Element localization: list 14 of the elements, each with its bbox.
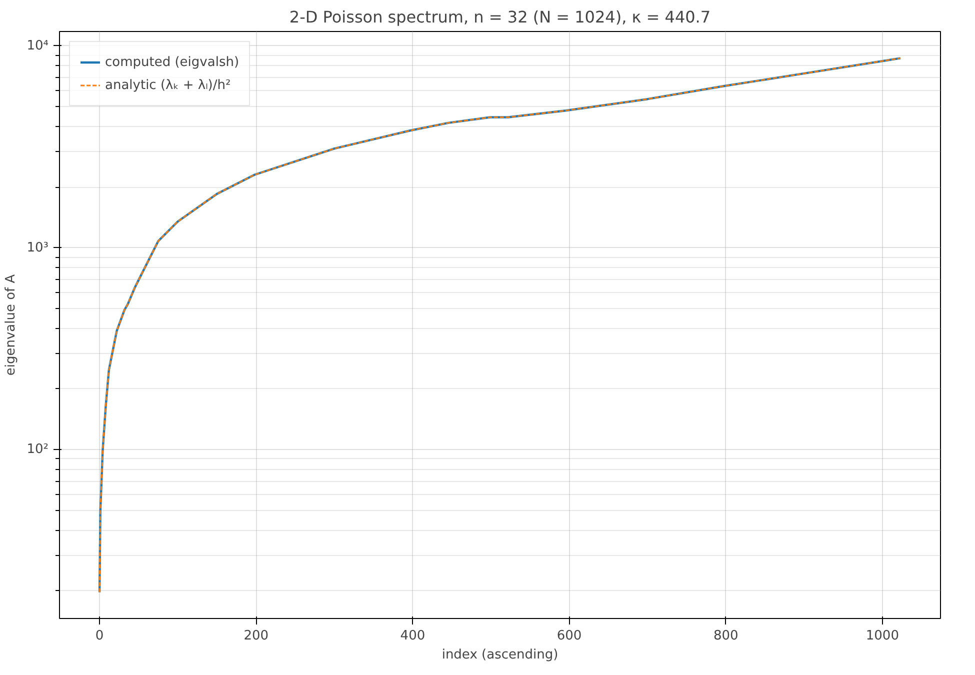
y-tick-label: 10² (26, 442, 49, 458)
x-tick-label: 0 (95, 628, 104, 644)
x-tick-label: 400 (400, 628, 426, 644)
x-tick-label: 200 (244, 628, 269, 644)
legend-label: analytic (λₖ + λₗ)/h² (105, 78, 231, 92)
y-tick-label: 10³ (26, 240, 49, 256)
y-axis-title: eigenvalue of A (4, 274, 19, 376)
x-tick-label: 600 (556, 628, 582, 644)
x-tick-label: 800 (713, 628, 738, 644)
legend-label: computed (eigvalsh) (105, 54, 240, 70)
x-axis-title: index (ascending) (442, 648, 558, 662)
x-tick-label: 1000 (866, 628, 899, 644)
chart-title: 2-D Poisson spectrum, n = 32 (N = 1024), κ = 440.7 (289, 8, 711, 26)
y-tick-label: 10⁴ (26, 38, 49, 54)
